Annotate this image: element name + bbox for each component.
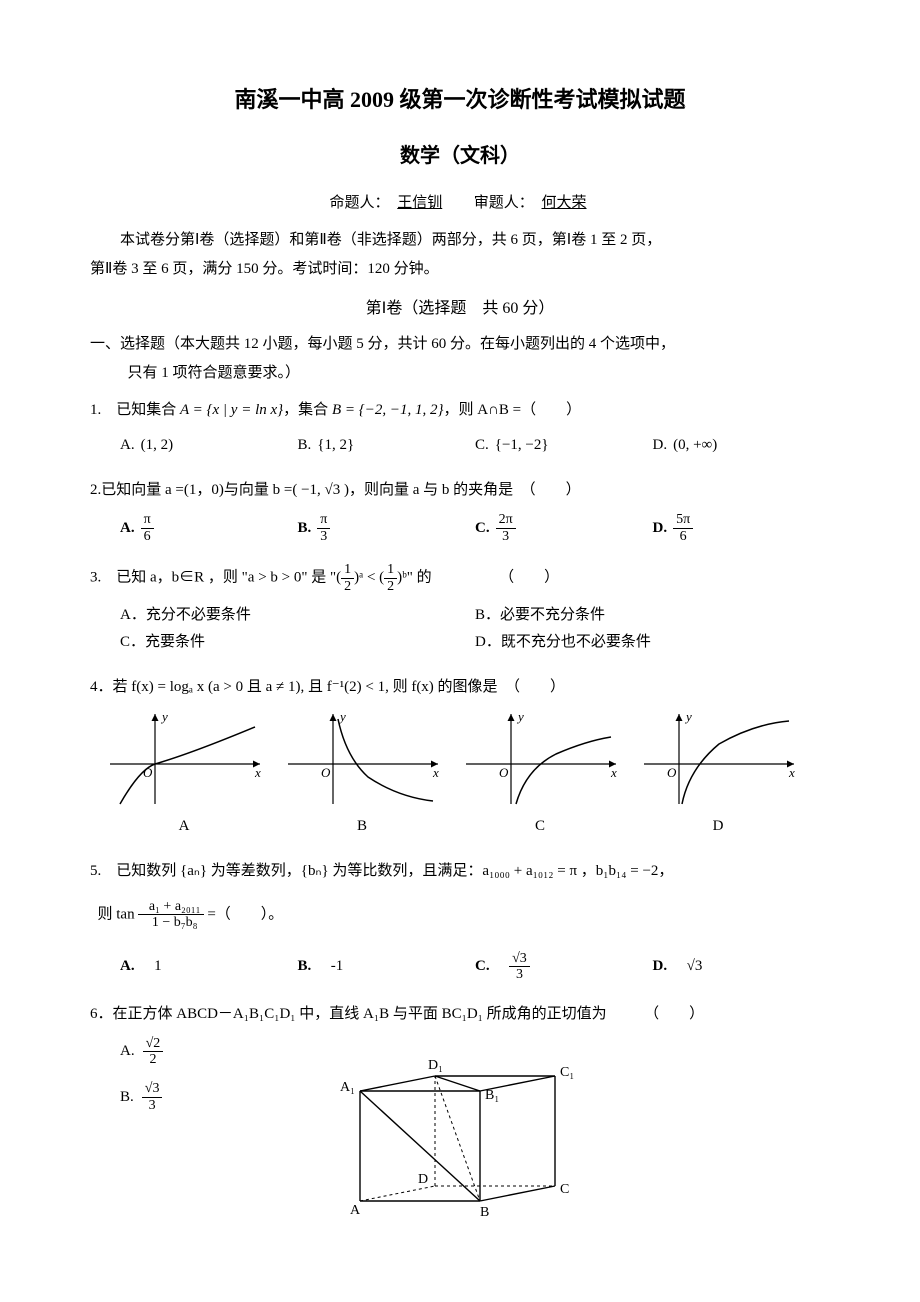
svg-text:y: y: [516, 709, 524, 724]
question-4: 4．若 f(x) = logₐ x (a > 0 且 a ≠ 1), 且 f⁻¹…: [90, 674, 830, 840]
question-5: 5. 已知数列 {aₙ} 为等差数列，{bₙ} 为等比数列，且满足：a₁₀₀₀ …: [90, 858, 830, 983]
q3-choice-d: D．既不充分也不必要条件: [475, 629, 830, 656]
svg-text:x: x: [254, 765, 261, 780]
q2-choice-a: A.π6: [120, 512, 298, 544]
q5-stem: 5. 已知数列 {aₙ} 为等差数列，{bₙ} 为等比数列，且满足：a₁₀₀₀ …: [90, 858, 830, 885]
q4-graph-c: y x O C: [456, 709, 624, 840]
svg-text:C: C: [560, 1182, 569, 1197]
q1-choice-d: D.(0, +∞): [653, 432, 831, 459]
q4-stem: 4．若 f(x) = logₐ x (a > 0 且 a ≠ 1), 且 f⁻¹…: [90, 674, 830, 701]
svg-text:B: B: [480, 1205, 489, 1216]
question-6: 6．在正方体 ABCD－A₁B₁C₁D₁ 中，直线 A₁B 与平面 BC₁D₁ …: [90, 1001, 830, 1216]
intro-line-2: 第Ⅱ卷 3 至 6 页，满分 150 分。考试时间：120 分钟。: [90, 256, 830, 283]
q1-choice-a: A.(1, 2): [120, 432, 298, 459]
section-instructions-2: 只有 1 项符合题意要求。）: [90, 360, 830, 387]
q5-choice-a: A. 1: [120, 951, 298, 983]
q3-stem: 3. 已知 a，b∈R ，则 "a > b > 0" 是 "(12)ᵃ < (1…: [90, 562, 830, 594]
author-label-2: 审题人：: [474, 195, 534, 211]
q2-choice-b: B.π3: [298, 512, 476, 544]
q4-label-a: A: [100, 813, 268, 840]
svg-text:O: O: [499, 765, 509, 780]
exam-title: 南溪一中高 2009 级第一次诊断性考试模拟试题: [90, 80, 830, 120]
q4-label-b: B: [278, 813, 446, 840]
q4-graph-b: y x O B: [278, 709, 446, 840]
svg-text:x: x: [788, 765, 795, 780]
q3-choice-b: B．必要不充分条件: [475, 602, 830, 629]
q6-choice-b: B. √33: [120, 1081, 280, 1113]
section-instructions-1: 一、选择题（本大题共 12 小题，每小题 5 分，共计 60 分。在每小题列出的…: [90, 331, 830, 358]
section-heading: 第Ⅰ卷（选择题 共 60 分）: [90, 295, 830, 324]
svg-text:C₁: C₁: [560, 1065, 574, 1080]
author-label-1: 命题人：: [329, 195, 389, 211]
q3-choice-c: C．充要条件: [120, 629, 475, 656]
svg-text:O: O: [667, 765, 677, 780]
svg-text:A₁: A₁: [340, 1080, 355, 1095]
svg-text:y: y: [684, 709, 692, 724]
svg-text:D₁: D₁: [428, 1058, 443, 1073]
intro-line-1: 本试卷分第Ⅰ卷（选择题）和第Ⅱ卷（非选择题）两部分，共 6 页，第Ⅰ卷 1 至 …: [90, 227, 830, 254]
q2-stem: 2.已知向量 a =(1，0)与向量 b =( −1, √3 )，则向量 a 与…: [90, 477, 830, 504]
q2-choice-d: D.5π6: [653, 512, 831, 544]
authors-line: 命题人： 王信钏 审题人： 何大荣: [90, 190, 830, 217]
q6-cube-figure: A B C D A₁ B₁ C₁ D₁: [280, 1036, 830, 1216]
q1-choice-c: C.{−1, −2}: [475, 432, 653, 459]
q6-stem: 6．在正方体 ABCD－A₁B₁C₁D₁ 中，直线 A₁B 与平面 BC₁D₁ …: [90, 1001, 830, 1028]
q4-label-d: D: [634, 813, 802, 840]
q5-choice-d: D. √3: [653, 951, 831, 983]
svg-text:A: A: [350, 1203, 361, 1216]
q5-choice-c: C. √33: [475, 951, 653, 983]
q4-graph-a: y x O A: [100, 709, 268, 840]
svg-text:D: D: [418, 1172, 428, 1187]
q1-stem: 1. 已知集合 A = {x | y = ln x}，集合 B = {−2, −…: [90, 397, 830, 424]
q5-choice-b: B. -1: [298, 951, 476, 983]
author-name-2: 何大荣: [538, 195, 591, 211]
author-name-1: 王信钏: [393, 195, 446, 211]
question-3: 3. 已知 a，b∈R ，则 "a > b > 0" 是 "(12)ᵃ < (1…: [90, 562, 830, 656]
q4-graph-d: y x O D: [634, 709, 802, 840]
question-2: 2.已知向量 a =(1，0)与向量 b =( −1, √3 )，则向量 a 与…: [90, 477, 830, 544]
q2-choice-c: C.2π3: [475, 512, 653, 544]
svg-text:y: y: [160, 709, 168, 724]
svg-text:B₁: B₁: [485, 1088, 499, 1103]
svg-text:O: O: [321, 765, 331, 780]
q1-choice-b: B.{1, 2}: [298, 432, 476, 459]
svg-text:x: x: [432, 765, 439, 780]
q4-label-c: C: [456, 813, 624, 840]
q6-choice-a: A. √22: [120, 1036, 280, 1068]
exam-subject: 数学（文科）: [90, 138, 830, 174]
svg-text:x: x: [610, 765, 617, 780]
q3-choice-a: A．充分不必要条件: [120, 602, 475, 629]
question-1: 1. 已知集合 A = {x | y = ln x}，集合 B = {−2, −…: [90, 397, 830, 459]
